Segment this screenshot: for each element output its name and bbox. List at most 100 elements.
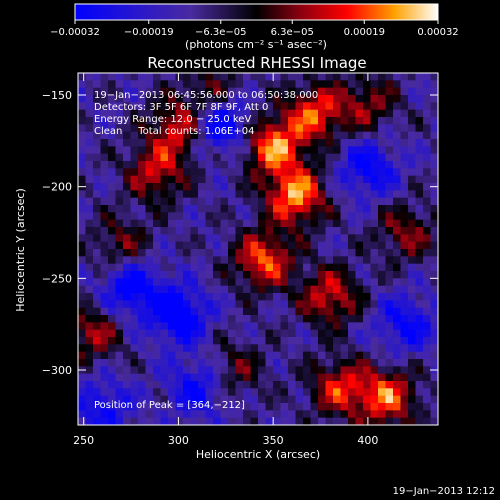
heatmap-cell: [408, 212, 417, 221]
heatmap-cell: [85, 109, 94, 118]
heatmap-cell: [370, 153, 379, 162]
heatmap-cell: [145, 124, 154, 133]
heatmap-cell: [198, 109, 207, 118]
heatmap-cell: [325, 249, 334, 257]
heatmap-cell: [303, 344, 312, 353]
heatmap-cell: [288, 161, 297, 169]
heatmap-cell: [213, 329, 222, 338]
heatmap-cell: [115, 161, 124, 169]
heatmap-cell: [400, 271, 409, 279]
heatmap-cell: [303, 285, 312, 294]
heatmap-cell: [145, 351, 154, 360]
heatmap-cell: [183, 190, 192, 199]
heatmap-cell: [190, 256, 199, 265]
heatmap-cell: [130, 205, 139, 213]
heatmap-cell: [138, 337, 147, 345]
heatmap-cell: [303, 212, 312, 221]
heatmap-cell: [408, 322, 417, 331]
heatmap-cell: [123, 73, 132, 81]
heatmap-cell: [423, 212, 432, 221]
heatmap-cell: [348, 351, 357, 360]
heatmap-cell: [303, 168, 312, 177]
heatmap-cell: [145, 381, 154, 389]
heatmap-cell: [273, 95, 282, 103]
heatmap-cell: [415, 117, 424, 125]
heatmap-cell: [370, 278, 379, 287]
heatmap-cell: [138, 373, 147, 382]
y-tick-label: −250: [42, 272, 72, 285]
heatmap-cell: [295, 73, 304, 81]
heatmap-cell: [168, 102, 177, 111]
heatmap-cell: [378, 117, 387, 125]
heatmap-cell: [235, 381, 244, 389]
heatmap-cell: [408, 168, 417, 177]
heatmap-cell: [385, 190, 394, 199]
heatmap-cell: [190, 87, 199, 96]
heatmap-cell: [175, 168, 184, 177]
heatmap-cell: [190, 373, 199, 382]
heatmap-cell: [183, 87, 192, 96]
heatmap-cell: [100, 205, 109, 213]
heatmap-cell: [153, 359, 162, 367]
heatmap-cell: [115, 388, 124, 397]
heatmap-cell: [303, 329, 312, 338]
heatmap-cell: [310, 307, 319, 316]
heatmap-cell: [243, 95, 252, 103]
heatmap-cell: [333, 388, 342, 397]
heatmap-cell: [363, 381, 372, 389]
heatmap-cell: [408, 278, 417, 287]
heatmap-cell: [280, 197, 289, 206]
heatmap-cell: [415, 234, 424, 243]
heatmap-cell: [415, 388, 424, 397]
heatmap-cell: [288, 373, 297, 382]
heatmap-cell: [295, 307, 304, 316]
heatmap-cell: [205, 234, 214, 243]
heatmap-cell: [228, 168, 237, 177]
heatmap-cell: [400, 175, 409, 184]
heatmap-cell: [288, 359, 297, 367]
heatmap-cell: [115, 175, 124, 184]
heatmap-cell: [235, 73, 244, 81]
heatmap-cell: [93, 359, 102, 367]
heatmap-cell: [318, 212, 327, 221]
heatmap-cell: [85, 344, 94, 353]
heatmap-cell: [123, 285, 132, 294]
heatmap-cell: [310, 146, 319, 155]
heatmap-cell: [280, 410, 289, 419]
heatmap-cell: [138, 227, 147, 235]
heatmap-cell: [310, 102, 319, 111]
heatmap-cell: [378, 359, 387, 367]
heatmap-cell: [153, 388, 162, 397]
heatmap-cell: [408, 344, 417, 353]
heatmap-cell: [100, 366, 109, 375]
heatmap-cell: [265, 278, 274, 287]
heatmap-cell: [235, 234, 244, 243]
heatmap-cell: [303, 373, 312, 382]
heatmap-cell: [205, 278, 214, 287]
heatmap-cell: [115, 256, 124, 265]
heatmap-cell: [280, 102, 289, 111]
heatmap-cell: [400, 278, 409, 287]
heatmap-cell: [243, 146, 252, 155]
heatmap-cell: [243, 322, 252, 331]
heatmap-cell: [318, 146, 327, 155]
heatmap-cell: [288, 381, 297, 389]
heatmap-cell: [183, 337, 192, 345]
heatmap-cell: [175, 249, 184, 257]
heatmap-cell: [130, 351, 139, 360]
heatmap-cell: [220, 219, 229, 228]
heatmap-cell: [138, 307, 147, 316]
heatmap-cell: [100, 190, 109, 199]
heatmap-cell: [160, 351, 169, 360]
heatmap-cell: [423, 161, 432, 169]
heatmap-cell: [235, 351, 244, 360]
heatmap-cell: [220, 183, 229, 191]
heatmap-cell: [108, 329, 117, 338]
heatmap-cell: [265, 175, 274, 184]
heatmap-cell: [318, 395, 327, 404]
heatmap-cell: [153, 102, 162, 111]
heatmap-cell: [93, 373, 102, 382]
heatmap-cell: [363, 175, 372, 184]
heatmap-cell: [378, 381, 387, 389]
